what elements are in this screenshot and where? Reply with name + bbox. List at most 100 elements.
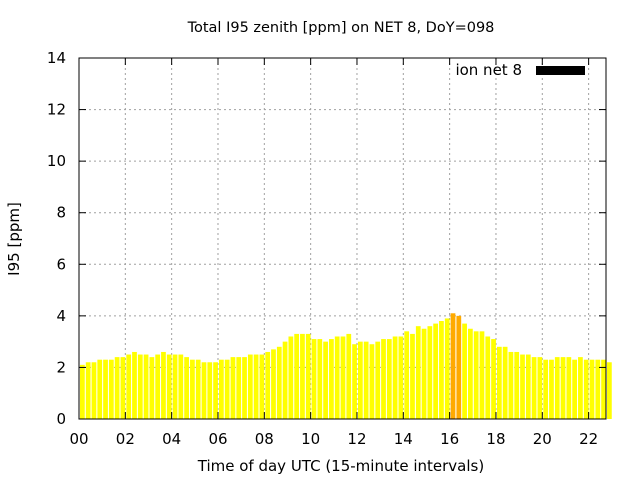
bar xyxy=(311,339,317,419)
legend-swatch xyxy=(536,66,585,75)
bar xyxy=(91,362,97,419)
bar xyxy=(114,357,120,419)
bar xyxy=(166,354,172,419)
bar xyxy=(294,333,300,419)
x-tick-label: 18 xyxy=(486,430,505,448)
bar xyxy=(357,341,363,419)
bar xyxy=(508,351,514,419)
bar xyxy=(207,362,213,419)
bar xyxy=(161,351,166,419)
bar xyxy=(340,336,346,419)
bar xyxy=(583,359,589,419)
bar xyxy=(381,339,386,419)
axis-ticks xyxy=(78,57,606,420)
legend: ion net 8 xyxy=(455,61,585,79)
bar xyxy=(607,362,612,419)
bar xyxy=(265,351,271,419)
bar xyxy=(195,359,201,419)
bar xyxy=(589,359,595,419)
bar xyxy=(375,341,381,419)
bar xyxy=(473,331,479,419)
bar xyxy=(282,341,288,419)
bar xyxy=(450,313,456,419)
bar xyxy=(468,328,473,419)
bar xyxy=(392,336,398,419)
bar xyxy=(247,354,253,419)
y-tick-label: 6 xyxy=(56,255,66,273)
bar xyxy=(276,346,282,419)
grid-lines xyxy=(79,58,606,419)
chart-title: Total I95 zenith [ppm] on NET 8, DoY=098 xyxy=(187,20,495,36)
bar xyxy=(137,354,143,419)
bar xyxy=(514,351,520,419)
bar xyxy=(132,351,137,419)
bar xyxy=(230,357,236,419)
y-tick-label: 12 xyxy=(47,101,66,119)
y-tick-label: 10 xyxy=(47,152,66,170)
bar xyxy=(572,359,578,419)
bar xyxy=(218,359,224,419)
bar xyxy=(155,354,161,419)
bar xyxy=(444,318,450,419)
bar xyxy=(520,354,525,419)
bar xyxy=(410,333,415,419)
bar xyxy=(85,362,91,419)
bar xyxy=(549,359,554,419)
bar xyxy=(103,359,108,419)
y-tick-label: 14 xyxy=(47,49,66,67)
x-axis-label: Time of day UTC (15-minute intervals) xyxy=(197,457,484,475)
y-tick-label: 8 xyxy=(56,204,66,222)
bar xyxy=(566,357,572,419)
y-axis-label: I95 [ppm] xyxy=(5,202,23,276)
y-tick-label: 0 xyxy=(56,410,66,428)
bar xyxy=(224,359,230,419)
x-tick-label: 08 xyxy=(255,430,274,448)
bar xyxy=(253,354,259,419)
y-tick-label: 2 xyxy=(56,358,66,376)
x-tick-label: 02 xyxy=(116,430,135,448)
bar xyxy=(398,336,404,419)
plot-frame xyxy=(78,57,607,420)
x-tick-label: 10 xyxy=(301,430,320,448)
y-tick-labels: 0 2 4 6 8 10 12 14 xyxy=(47,49,66,428)
bar xyxy=(456,315,462,419)
x-tick-label: 22 xyxy=(579,430,598,448)
bar xyxy=(421,328,427,419)
bar xyxy=(317,339,323,419)
bar xyxy=(178,354,184,419)
bar xyxy=(80,364,85,419)
bar xyxy=(213,362,218,419)
bar xyxy=(439,321,444,419)
bar xyxy=(352,344,357,419)
legend-label: ion net 8 xyxy=(455,61,522,79)
bar xyxy=(149,357,155,419)
bar xyxy=(427,326,433,419)
bar xyxy=(172,354,178,419)
bar xyxy=(543,359,549,419)
bar xyxy=(525,354,531,419)
bar xyxy=(560,357,566,419)
bar xyxy=(537,357,543,419)
bar xyxy=(334,336,340,419)
bar xyxy=(190,359,195,419)
bar xyxy=(479,331,485,419)
bar xyxy=(386,339,392,419)
x-tick-label: 20 xyxy=(533,430,552,448)
x-tick-label: 14 xyxy=(394,430,413,448)
bar xyxy=(97,359,103,419)
bar xyxy=(323,341,328,419)
bar xyxy=(259,354,265,419)
bar xyxy=(404,331,410,419)
bar xyxy=(491,339,496,419)
bar xyxy=(300,333,305,419)
x-tick-label: 06 xyxy=(208,430,227,448)
bar xyxy=(554,357,560,419)
bar xyxy=(433,323,439,419)
bar xyxy=(242,357,247,419)
bar xyxy=(305,333,311,419)
bar xyxy=(531,357,537,419)
bar xyxy=(271,349,276,419)
bar xyxy=(415,326,421,419)
bar xyxy=(184,357,189,419)
